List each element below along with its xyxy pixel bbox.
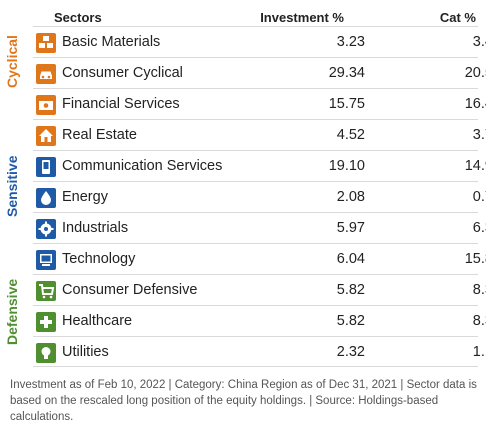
sector-name: Consumer Defensive <box>62 282 198 298</box>
investment-value: 2.32 <box>336 344 365 360</box>
investment-value: 5.97 <box>336 220 365 236</box>
footnote: Investment as of Feb 10, 2022 | Category… <box>10 379 477 423</box>
table-row: Consumer Defensive 5.82 8.31 <box>33 274 486 305</box>
car-icon <box>36 64 56 84</box>
cat-header: Cat % <box>439 10 476 25</box>
table-row: Healthcare 5.82 8.39 <box>33 305 486 336</box>
cart-icon <box>36 281 56 301</box>
table-row: Industrials 5.97 6.38 <box>33 212 486 243</box>
sector-name: Communication Services <box>62 158 223 174</box>
cat-value: 14.99 <box>464 158 486 174</box>
table-row: Utilities 2.32 1.18 <box>33 336 486 367</box>
investment-value: 4.52 <box>336 127 365 143</box>
investment-value: 19.10 <box>328 158 365 174</box>
sector-table: Basic Materials 3.23 3.49 Consumer Cycli… <box>33 26 486 367</box>
drop-icon <box>36 188 56 208</box>
cat-value: 1.18 <box>472 344 486 360</box>
investment-value: 2.08 <box>336 189 365 205</box>
blocks-icon <box>36 33 56 53</box>
investment-value: 6.04 <box>336 251 365 267</box>
cat-value: 20.53 <box>464 65 486 81</box>
sector-name: Energy <box>62 189 108 205</box>
sectors-header: Sectors <box>54 10 102 25</box>
sector-name: Consumer Cyclical <box>62 65 183 81</box>
sector-name: Utilities <box>62 344 109 360</box>
table-row: Basic Materials 3.23 3.49 <box>33 26 486 57</box>
cat-value: 6.38 <box>472 220 486 236</box>
sector-name: Real Estate <box>62 127 137 143</box>
investment-value: 29.34 <box>328 65 365 81</box>
cat-value: 16.44 <box>464 96 486 112</box>
gear-icon <box>36 219 56 239</box>
table-row: Real Estate 4.52 3.76 <box>33 119 486 150</box>
phone-icon <box>36 157 56 177</box>
investment-value: 3.23 <box>336 34 365 50</box>
investment-header: Investment % <box>260 10 344 25</box>
cat-value: 3.76 <box>472 127 486 143</box>
investment-value: 5.82 <box>336 282 365 298</box>
cross-icon <box>36 312 56 332</box>
table-row: Communication Services 19.10 14.99 <box>33 150 486 181</box>
cat-value: 0.73 <box>472 189 486 205</box>
table-row: Energy 2.08 0.73 <box>33 181 486 212</box>
sector-name: Basic Materials <box>62 34 161 50</box>
investment-value: 5.82 <box>336 313 365 329</box>
table-row: Consumer Cyclical 29.34 20.53 <box>33 57 486 88</box>
table-header: Sectors Investment % Cat % <box>0 7 486 27</box>
cat-value: 15.80 <box>464 251 486 267</box>
bulb-icon <box>36 343 56 363</box>
computer-icon <box>36 250 56 270</box>
sensitive-label: Sensitive <box>4 155 20 217</box>
cat-value: 8.31 <box>472 282 486 298</box>
sector-name: Healthcare <box>62 313 133 329</box>
table-row: Financial Services 15.75 16.44 <box>33 88 486 119</box>
cat-value: 8.39 <box>472 313 486 329</box>
money-icon <box>36 95 56 115</box>
sector-name: Technology <box>62 251 136 267</box>
defensive-label: Defensive <box>4 278 20 345</box>
sector-name: Industrials <box>62 220 129 236</box>
sector-name: Financial Services <box>62 96 180 112</box>
house-icon <box>36 126 56 146</box>
table-row: Technology 6.04 15.80 <box>33 243 486 274</box>
investment-value: 15.75 <box>328 96 365 112</box>
cyclical-label: Cyclical <box>4 35 20 88</box>
cat-value: 3.49 <box>472 34 486 50</box>
